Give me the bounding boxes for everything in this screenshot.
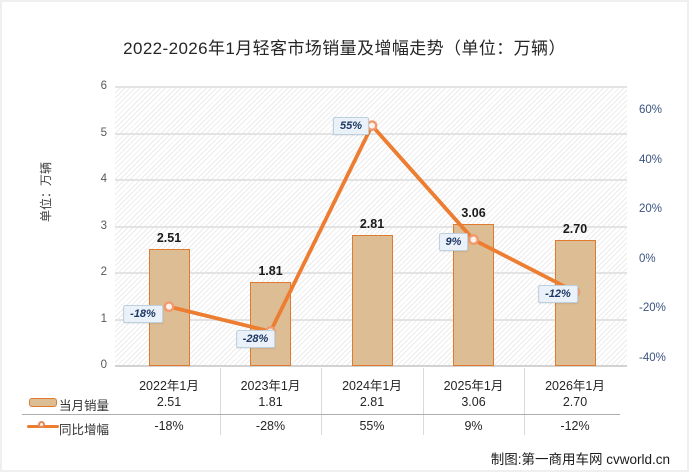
left-axis-tick: 2 [100,266,107,278]
growth-cell: -18% [154,419,184,433]
sales-cell: 2.51 [156,395,182,409]
table-row-divider [22,414,620,415]
sales-cell: 2.81 [359,395,385,409]
gridline [115,365,627,367]
legend-line-series-label: 同比增幅 [59,423,110,437]
table-column-divider [219,368,221,435]
right-axis-tick: 40% [639,153,663,166]
bar-value-label: 2.81 [359,217,385,232]
right-axis-tick: 60% [639,104,663,116]
category-label: 2026年1月 [545,379,605,393]
gridline [115,225,627,228]
gridline [115,132,627,135]
y-axis-title: 单位：万辆 [39,162,53,223]
line-series-marker-icon [38,421,45,428]
legend-bar-series-label: 当月销量 [59,399,110,413]
left-axis-tick: 0 [100,359,107,371]
growth-cell: -12% [560,419,590,433]
left-axis-tick: 6 [100,80,107,92]
gridline [115,86,627,88]
sales-cell: 2.70 [562,395,588,409]
left-axis-tick: 3 [100,219,107,232]
plot-area: 2.51 1.81 2.81 3.06 2.70 -18% -28% 55% 9% -12% [115,86,627,367]
sales-bar [250,281,291,366]
right-axis-tick: 0% [639,252,656,265]
sales-bar [554,240,596,366]
growth-cell: 55% [359,419,385,433]
left-axis-tick: 1 [100,312,107,325]
category-label: 2024年1月 [342,379,402,393]
bar-value-label: 2.51 [156,231,182,246]
growth-label-badge: -28% [235,330,276,349]
right-axis-tick: -40% [639,352,666,364]
sales-bar [351,235,393,366]
category-label: 2023年1月 [240,379,301,393]
growth-cell: 9% [464,419,483,433]
table-column-divider [524,368,525,435]
bar-series-swatch-icon [29,398,57,407]
growth-label-badge: 55% [332,116,370,135]
line-marker-icon [366,120,378,131]
category-label: 2025年1月 [443,379,504,393]
bar-value-label: 3.06 [461,205,486,220]
footer-credit: 制图:第一商用车网 cvworld.cn [490,452,670,467]
category-label: 2022年1月 [139,379,199,393]
growth-cell: -28% [255,419,286,433]
sales-cell: 3.06 [461,395,486,409]
left-axis-tick: 5 [100,126,107,139]
left-axis-tick: 4 [100,173,107,185]
growth-label-badge: 9% [438,232,469,251]
line-marker-icon [163,301,175,313]
line-marker-icon [468,234,479,246]
gridline [115,179,627,181]
bar-value-label: 2.70 [562,222,588,237]
growth-label-badge: -18% [123,304,163,323]
right-axis-tick: 20% [639,203,663,216]
bar-value-label: 1.81 [258,263,283,278]
table-column-divider [422,368,424,435]
right-axis-tick: -20% [639,302,666,315]
growth-label-badge: -12% [538,284,578,303]
chart-title: 2022-2026年1月轻客市场销量及增幅走势（单位：万辆） [123,39,566,58]
sales-cell: 1.81 [258,395,283,409]
table-column-divider [321,368,322,435]
